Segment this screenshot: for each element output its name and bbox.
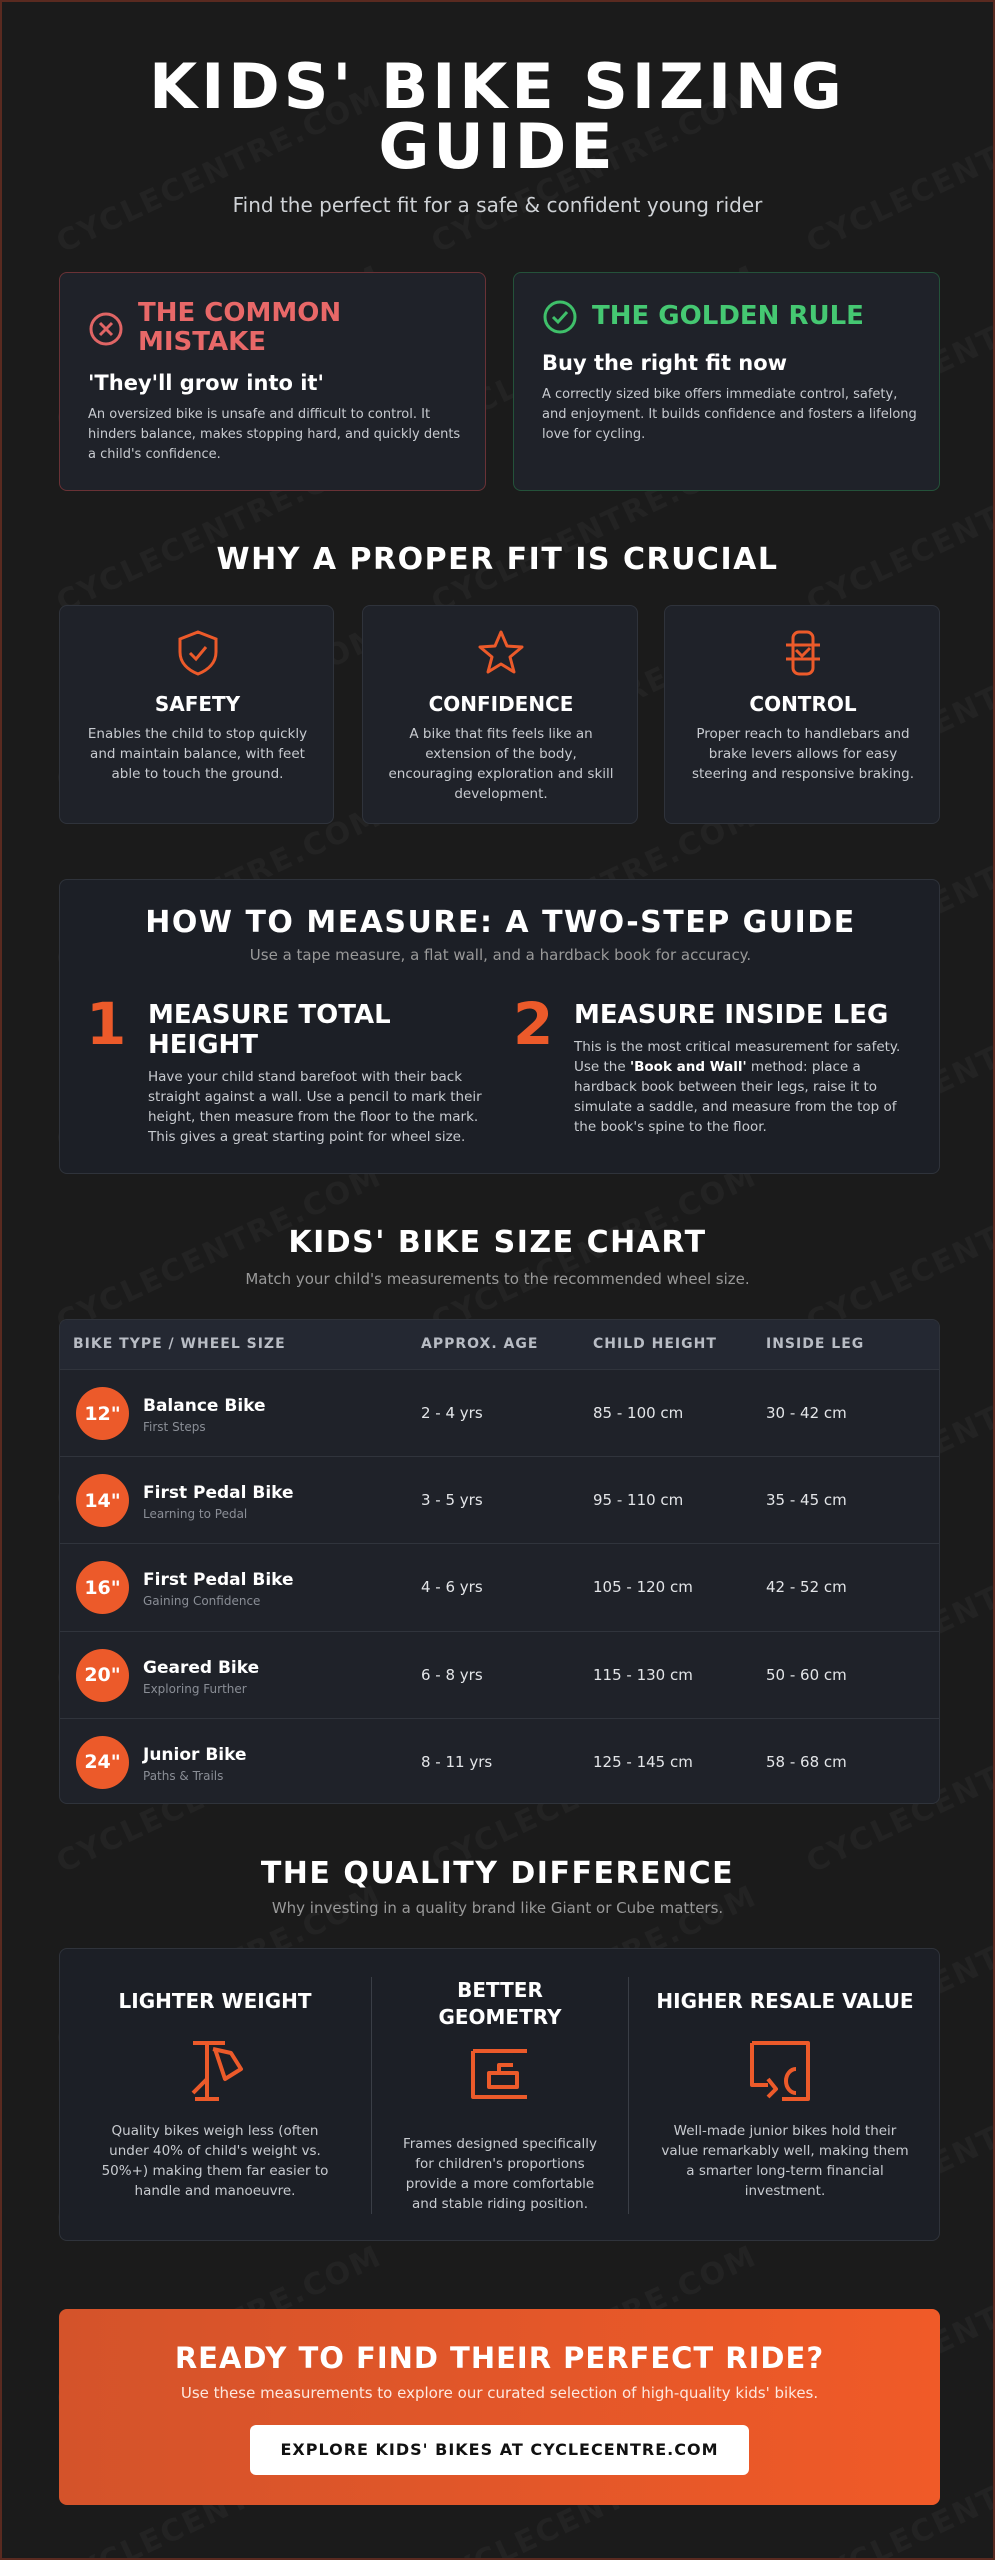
quality-label: HIGHER RESALE VALUE <box>656 1989 914 2013</box>
age: 4 - 6 yrs <box>421 1578 483 1597</box>
step-title: MEASURE TOTAL HEIGHT <box>148 1000 391 1060</box>
measure-box: HOW TO MEASURE: A TWO-STEP GUIDE Use a t… <box>59 879 940 1174</box>
cta-banner: READY TO FIND THEIR PERFECT RIDE? Use th… <box>59 2309 940 2505</box>
size-table: BIKE TYPE / WHEEL SIZE APPROX. AGE CHILD… <box>59 1319 940 1804</box>
wheel-badge: 20" <box>76 1648 129 1702</box>
height: 105 - 120 cm <box>593 1578 693 1597</box>
quality-label: BETTER GEOMETRY <box>438 1978 562 2029</box>
bike-name: First Pedal Bike <box>143 1483 294 1504</box>
card-text: A correctly sized bike offers immediate … <box>542 387 917 442</box>
quality-label: LIGHTER WEIGHT <box>118 1989 312 2013</box>
bike-name: Balance Bike <box>143 1396 266 1416</box>
step-text: This is the most critical measurement fo… <box>574 1037 904 1137</box>
chart-subtitle: Match your child's measurements to the r… <box>245 1270 750 1288</box>
card-heading: THE COMMON MISTAKE <box>138 298 342 357</box>
card-subheading: 'They'll grow into it' <box>88 371 324 395</box>
card-subheading: Buy the right fit now <box>542 351 788 375</box>
subtitle: Find the perfect fit for a safe & confid… <box>232 193 763 217</box>
cta-text: Use these measurements to explore our cu… <box>180 2384 819 2402</box>
quality-box: LIGHTER WEIGHT Quality bikes weigh less … <box>59 1948 940 2241</box>
age: 2 - 4 yrs <box>421 1404 483 1422</box>
step-number: 1 <box>86 990 127 1058</box>
why-card: CONFIDENCE A bike that fits feels like a… <box>362 605 638 824</box>
why-card: SAFETY Enables the child to stop quickly… <box>59 605 334 824</box>
bike-note: Exploring Further <box>143 1681 247 1696</box>
height: 115 - 130 cm <box>593 1665 693 1684</box>
shield-icon <box>178 630 218 676</box>
chart-title: KIDS' BIKE SIZE CHART <box>288 1225 707 1260</box>
column-header: CHILD HEIGHT <box>593 1336 717 1352</box>
card-text: An oversized bike is unsafe and difficul… <box>88 407 461 462</box>
resale-icon <box>750 2041 810 2101</box>
why-label: SAFETY <box>154 692 241 716</box>
why-text: Enables the child to stop quickly and ma… <box>87 726 308 782</box>
measure-title: HOW TO MEASURE: A TWO-STEP GUIDE <box>145 905 856 940</box>
why-text: Proper reach to handlebars and brake lev… <box>691 726 915 782</box>
table-header: BIKE TYPE / WHEEL SIZE APPROX. AGE CHILD… <box>60 1320 939 1369</box>
step-title: MEASURE INSIDE LEG <box>574 1000 889 1030</box>
star-icon <box>478 630 524 674</box>
bike-note: Learning to Pedal <box>143 1507 248 1522</box>
why-card: CONTROL Proper reach to handlebars and b… <box>664 605 940 824</box>
height: 85 - 100 cm <box>593 1404 684 1422</box>
table-row: 14" First Pedal Bike Learning to Pedal 3 - … <box>60 1456 939 1543</box>
quality-text: Well-made junior bikes hold their value … <box>661 2123 909 2199</box>
age: 6 - 8 yrs <box>421 1665 483 1684</box>
inside-leg: 42 - 52 cm <box>766 1578 847 1597</box>
step-text: Have your child stand barefoot with thei… <box>148 1069 482 1145</box>
height: 125 - 145 cm <box>593 1752 693 1771</box>
why-label: CONTROL <box>749 692 857 716</box>
cta-title: READY TO FIND THEIR PERFECT RIDE? <box>174 2341 825 2375</box>
section-title: WHY A PROPER FIT IS CRUCIAL <box>216 542 779 577</box>
inside-leg: 58 - 68 cm <box>766 1752 847 1771</box>
column-header: APPROX. AGE <box>421 1336 539 1352</box>
step-number: 2 <box>513 990 554 1058</box>
section-title: THE QUALITY DIFFERENCE <box>260 1856 735 1891</box>
table-row: 16" First Pedal Bike Gaining Confidence 4 -… <box>60 1543 939 1630</box>
card-heading: THE GOLDEN RULE <box>592 301 864 331</box>
bike-name: Junior Bike <box>143 1744 247 1765</box>
table-row: 24" Junior Bike Paths & Trails 8 - 11 yrs 12… <box>60 1717 939 1803</box>
title: KIDS' BIKE SIZING GUIDE <box>149 50 846 183</box>
quality-text: Frames designed specifically for childre… <box>402 2136 598 2212</box>
inside-leg: 30 - 42 cm <box>766 1404 847 1422</box>
age: 8 - 11 yrs <box>421 1752 493 1771</box>
bike-name: Geared Bike <box>143 1657 260 1678</box>
column-header: INSIDE LEG <box>766 1336 865 1352</box>
why-text: A bike that fits feels like an extension… <box>388 726 614 802</box>
text: method: place a hardback book between th… <box>574 1059 897 1135</box>
column-header: BIKE TYPE / WHEEL SIZE <box>73 1336 286 1352</box>
table-row: 12" Balance Bike First Steps 2 - 4 yrs 85 - … <box>60 1369 939 1456</box>
divider <box>628 1977 629 2214</box>
section-subtitle: Why investing in a quality brand like Gi… <box>271 1899 724 1917</box>
wheel-badge: 12" <box>76 1387 129 1440</box>
bike-note: Paths & Trails <box>143 1768 224 1783</box>
inside-leg: 35 - 45 cm <box>766 1491 847 1510</box>
measure-subtitle: Use a tape measure, a flat wall, and a h… <box>249 946 752 964</box>
mistake-card: THE COMMON MISTAKE 'They'll grow into it… <box>59 272 486 491</box>
control-icon <box>786 630 820 676</box>
geometry-icon <box>471 2049 527 2099</box>
table-row: 20" Geared Bike Exploring Further 6 - 8 yrs… <box>60 1630 939 1718</box>
height: 95 - 110 cm <box>593 1491 684 1510</box>
bike-note: First Steps <box>143 1420 206 1434</box>
x-icon <box>89 312 123 346</box>
why-label: CONFIDENCE <box>428 692 574 716</box>
wheel-badge: 24" <box>76 1735 129 1789</box>
wheel-badge: 14" <box>76 1474 129 1528</box>
text: This is the most critical measurement fo… <box>574 1039 901 1075</box>
rule-card: THE GOLDEN RULE Buy the right fit now A … <box>513 272 940 491</box>
check-icon <box>543 300 577 334</box>
bike-note: Gaining Confidence <box>143 1594 261 1609</box>
bike-name: First Pedal Bike <box>143 1570 294 1591</box>
quality-text: Quality bikes weigh less (often under 40… <box>101 2123 329 2199</box>
inside-leg: 50 - 60 cm <box>766 1665 847 1684</box>
age: 3 - 5 yrs <box>421 1491 483 1510</box>
divider <box>371 1977 372 2214</box>
cta-button[interactable]: EXPLORE KIDS' BIKES AT CYCLECENTRE.COM <box>250 2425 749 2475</box>
wheel-badge: 16" <box>76 1561 129 1615</box>
weight-icon <box>191 2041 243 2101</box>
bold-text: 'Book and Wall' <box>629 1059 747 1075</box>
